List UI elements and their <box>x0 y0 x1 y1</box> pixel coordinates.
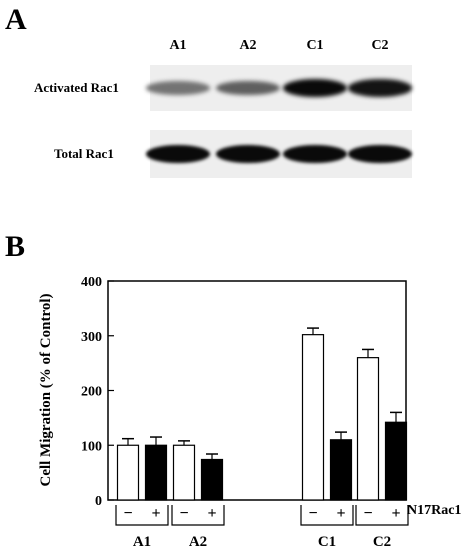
y-tick-label: 0 <box>95 494 102 509</box>
treatment-sign-c1-plus: + <box>336 505 345 522</box>
treatment-label: N17Rac1 <box>407 503 461 518</box>
activated-rac1-label: Activated Rac1 <box>34 80 119 95</box>
bars <box>116 327 408 501</box>
blot-band-activated-a1 <box>146 81 210 95</box>
blot-band-activated-c1 <box>283 79 347 97</box>
treatment-sign-c2-plus: + <box>391 505 400 522</box>
y-axis: 0 100 200 300 400 <box>81 275 114 509</box>
y-tick-label: 100 <box>81 439 102 454</box>
treatment-sign-a1-minus: − <box>123 505 132 522</box>
panel-b-letter: B <box>5 230 26 263</box>
blot-band-total-a2 <box>216 145 280 163</box>
y-tick-label: 400 <box>81 275 102 290</box>
bar-c2-plus <box>384 421 408 501</box>
treatment-sign-c1-minus: − <box>308 505 317 522</box>
group-label-a1: A1 <box>133 534 151 550</box>
total-rac1-blot <box>146 130 412 178</box>
blot-band-total-a1 <box>146 145 210 163</box>
y-tick-label: 200 <box>81 385 102 400</box>
blot-band-total-c2 <box>348 145 412 163</box>
panel-a-letter: A <box>5 3 27 36</box>
blot-band-total-c1 <box>283 145 347 163</box>
group-bracket <box>300 505 354 526</box>
group-bracket <box>355 505 409 526</box>
treatment-sign-a2-minus: − <box>179 505 188 522</box>
group-bracket <box>115 505 169 526</box>
activated-rac1-blot <box>146 65 412 111</box>
group-label-a2: A2 <box>189 534 207 550</box>
treatment-sign-c2-minus: − <box>363 505 372 522</box>
lane-label-a1: A1 <box>169 38 187 53</box>
y-axis-label: Cell Migration (% of Control) <box>38 293 54 486</box>
x-axis-labels: − +A1− +A2− +C1− +C2 <box>115 505 409 550</box>
bar-c2-minus <box>356 357 380 501</box>
y-tick-label: 300 <box>81 330 102 345</box>
bar-a1-plus <box>144 444 168 501</box>
treatment-sign-a2-plus: + <box>207 505 216 522</box>
bar-a2-minus <box>172 444 196 501</box>
group-bracket <box>171 505 225 526</box>
bar-a2-plus <box>200 458 224 501</box>
lane-label-c2: C2 <box>371 38 389 53</box>
lane-label-c1: C1 <box>306 38 324 53</box>
bar-a1-minus <box>116 444 140 501</box>
bar-c1-minus <box>301 334 325 501</box>
blot-band-activated-c2 <box>348 79 412 97</box>
group-label-c2: C2 <box>373 534 391 550</box>
total-rac1-label: Total Rac1 <box>54 146 114 161</box>
treatment-sign-a1-plus: + <box>151 505 160 522</box>
blot-band-activated-a2 <box>216 80 280 96</box>
lane-label-a2: A2 <box>239 38 257 53</box>
bar-c1-plus <box>329 439 353 501</box>
group-label-c1: C1 <box>318 534 336 550</box>
